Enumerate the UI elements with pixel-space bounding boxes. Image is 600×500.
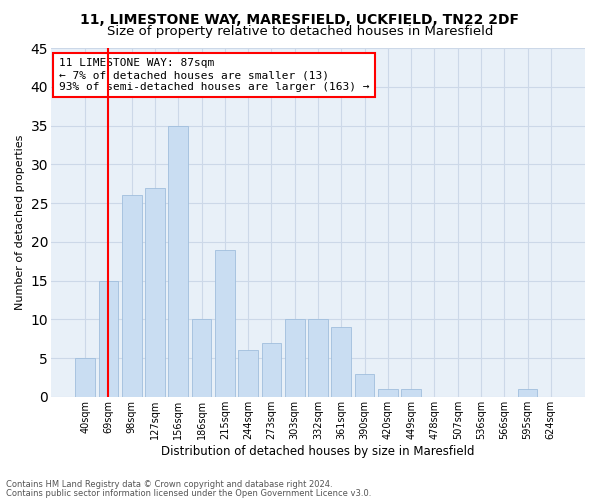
Bar [98, 280, 118, 397]
Bar [262, 342, 281, 397]
Bar [75, 358, 95, 397]
Bar [518, 389, 538, 397]
Bar [378, 389, 398, 397]
Text: 11, LIMESTONE WAY, MARESFIELD, UCKFIELD, TN22 2DF: 11, LIMESTONE WAY, MARESFIELD, UCKFIELD,… [80, 12, 520, 26]
Bar [401, 389, 421, 397]
Bar [331, 327, 351, 397]
Bar [191, 320, 211, 397]
Text: 11 LIMESTONE WAY: 87sqm
← 7% of detached houses are smaller (13)
93% of semi-det: 11 LIMESTONE WAY: 87sqm ← 7% of detached… [59, 58, 370, 92]
Y-axis label: Number of detached properties: Number of detached properties [15, 134, 25, 310]
Text: Size of property relative to detached houses in Maresfield: Size of property relative to detached ho… [107, 25, 493, 38]
Bar [169, 126, 188, 397]
Text: Contains HM Land Registry data © Crown copyright and database right 2024.: Contains HM Land Registry data © Crown c… [6, 480, 332, 489]
Text: Contains public sector information licensed under the Open Government Licence v3: Contains public sector information licen… [6, 488, 371, 498]
Bar [308, 320, 328, 397]
Bar [355, 374, 374, 397]
Bar [285, 320, 305, 397]
Bar [238, 350, 258, 397]
X-axis label: Distribution of detached houses by size in Maresfield: Distribution of detached houses by size … [161, 444, 475, 458]
Bar [215, 250, 235, 397]
Bar [145, 188, 165, 397]
Bar [122, 196, 142, 397]
